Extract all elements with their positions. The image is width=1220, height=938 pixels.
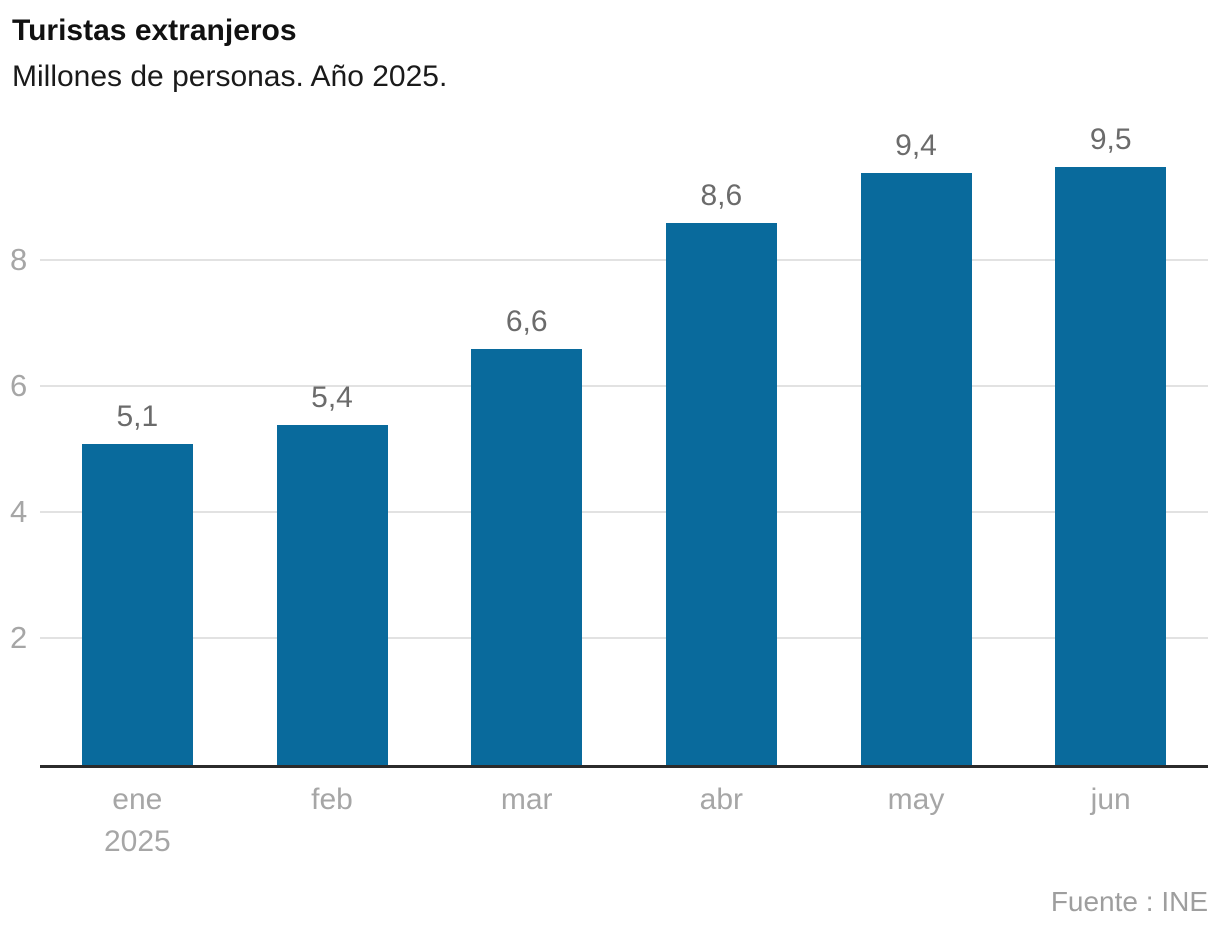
y-tick-label-4: 4 <box>10 494 28 530</box>
bar-mar <box>471 349 583 765</box>
bar-slot-jun: 9,5 <box>1013 110 1208 765</box>
bar-jun <box>1055 166 1167 765</box>
x-axis-labels: ene 2025 feb mar abr may jun <box>40 768 1208 860</box>
x-label-jun: jun <box>1090 783 1131 816</box>
bar-slot-mar: 6,6 <box>429 110 624 765</box>
source-caption: Fuente : INE <box>1050 886 1208 917</box>
x-label-abr: abr <box>699 783 744 816</box>
y-tick-label-2: 2 <box>10 620 28 656</box>
gridline-8 <box>40 259 1208 262</box>
x-label-slot-ene: ene 2025 <box>40 782 235 860</box>
bars-row: 5,1 5,4 6,6 8,6 9,4 9,5 <box>40 110 1208 765</box>
x-label-ene: ene <box>112 783 163 816</box>
chart-header: Turistas extranjeros Millones de persona… <box>12 13 1208 95</box>
gridline-4 <box>40 511 1208 514</box>
value-label-feb: 5,4 <box>311 380 353 414</box>
bar-ene <box>81 443 193 765</box>
x-axis-line <box>40 765 1208 768</box>
plot-area: 2 4 6 8 5,1 5,4 6,6 8,6 9,4 9,5 <box>10 110 1208 765</box>
x-sublabel-ene: 2025 <box>103 825 171 858</box>
bar-slot-may: 9,4 <box>819 110 1014 765</box>
bar-abr <box>665 223 777 765</box>
x-label-slot-mar: mar <box>429 782 624 860</box>
gridline-2 <box>40 637 1208 640</box>
value-label-jun: 9,5 <box>1089 122 1132 156</box>
bar-feb <box>276 424 388 765</box>
value-label-abr: 8,6 <box>700 179 743 213</box>
x-label-may: may <box>887 783 945 816</box>
x-label-slot-feb: feb <box>235 782 430 860</box>
x-label-mar: mar <box>500 783 553 816</box>
value-label-mar: 6,6 <box>505 305 548 339</box>
x-label-slot-jun: jun <box>1013 782 1208 860</box>
x-label-feb: feb <box>311 783 353 816</box>
bar-slot-ene: 5,1 <box>40 110 235 765</box>
bar-slot-feb: 5,4 <box>235 110 430 765</box>
value-label-may: 9,4 <box>895 128 937 162</box>
bar-may <box>860 172 972 765</box>
bar-slot-abr: 8,6 <box>624 110 819 765</box>
x-label-slot-abr: abr <box>624 782 819 860</box>
x-label-slot-may: may <box>819 782 1014 860</box>
value-label-ene: 5,1 <box>116 399 159 433</box>
gridline-6 <box>40 385 1208 388</box>
chart-subtitle: Millones de personas. Año 2025. <box>12 60 448 93</box>
chart-title: Turistas extranjeros <box>12 14 297 47</box>
y-tick-label-8: 8 <box>10 242 28 278</box>
bar-chart: 2 4 6 8 5,1 5,4 6,6 8,6 9,4 9,5 ene 2025 feb mar abr m… <box>0 110 1220 860</box>
y-tick-label-6: 6 <box>10 368 28 404</box>
